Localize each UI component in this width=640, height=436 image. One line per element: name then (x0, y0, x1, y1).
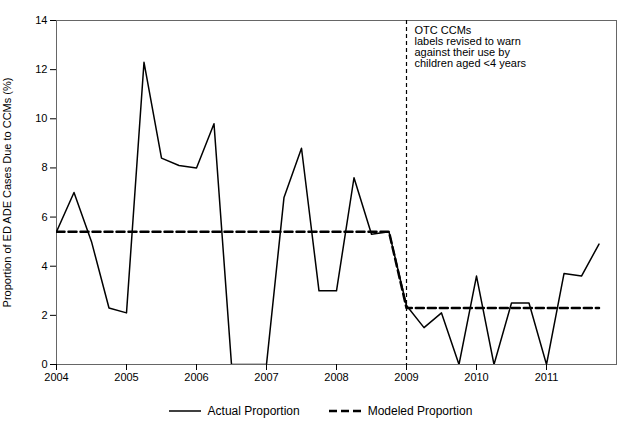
svg-text:2006: 2006 (184, 371, 208, 383)
svg-text:14: 14 (35, 14, 47, 26)
svg-text:OTC CCMslabels revised to warn: OTC CCMslabels revised to warnagainst th… (415, 24, 527, 69)
svg-text:2: 2 (41, 309, 47, 321)
svg-text:2008: 2008 (324, 371, 348, 383)
svg-text:4: 4 (41, 260, 47, 272)
svg-text:10: 10 (35, 112, 47, 124)
svg-text:8: 8 (41, 161, 47, 173)
svg-text:0: 0 (41, 358, 47, 370)
svg-text:12: 12 (35, 63, 47, 75)
svg-text:6: 6 (41, 211, 47, 223)
svg-text:2010: 2010 (464, 371, 488, 383)
svg-text:2007: 2007 (254, 371, 278, 383)
svg-text:Proportion of ED ADE Cases Due: Proportion of ED ADE Cases Due to CCMs (… (1, 78, 13, 308)
html-text:Modeled Proportion: Modeled Proportion (367, 404, 473, 418)
svg-text:2004: 2004 (44, 371, 68, 383)
svg-text:2011: 2011 (535, 371, 559, 383)
svg-text:2009: 2009 (394, 371, 418, 383)
html-text:Actual Proportion: Actual Proportion (207, 404, 300, 418)
svg-text:2005: 2005 (114, 371, 138, 383)
